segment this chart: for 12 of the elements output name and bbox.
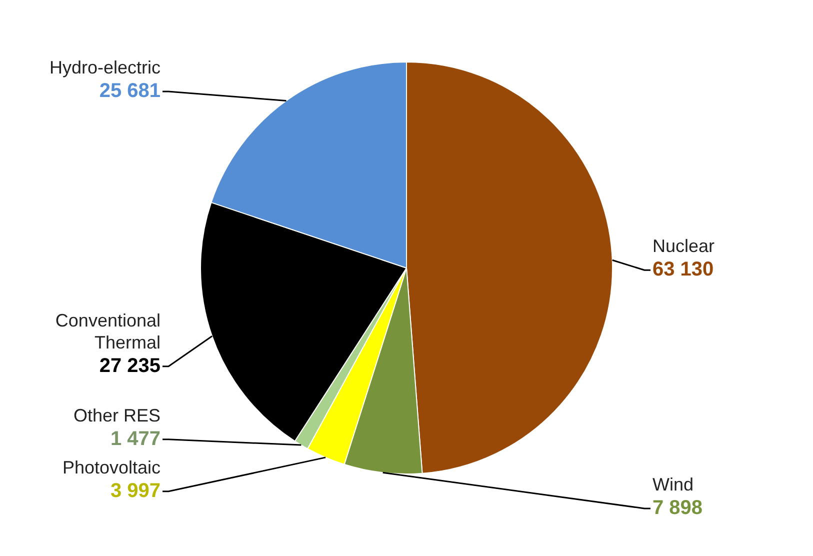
slice-label: Photovoltaic	[62, 457, 160, 478]
slice-label: Other RES	[73, 405, 160, 426]
data-label: 1 477	[110, 428, 160, 450]
slice-label: Nuclear	[652, 236, 715, 256]
slice-label: Wind	[652, 474, 694, 494]
slice-label: Conventional Thermal	[55, 310, 160, 352]
data-label: 3 997	[110, 480, 160, 502]
slice-label: Hydro-electric	[49, 57, 160, 78]
data-label: 7 898	[652, 496, 703, 519]
data-label: 27 235	[99, 354, 160, 377]
data-label: 25 681	[99, 80, 160, 102]
data-label: 63 130	[652, 258, 714, 281]
